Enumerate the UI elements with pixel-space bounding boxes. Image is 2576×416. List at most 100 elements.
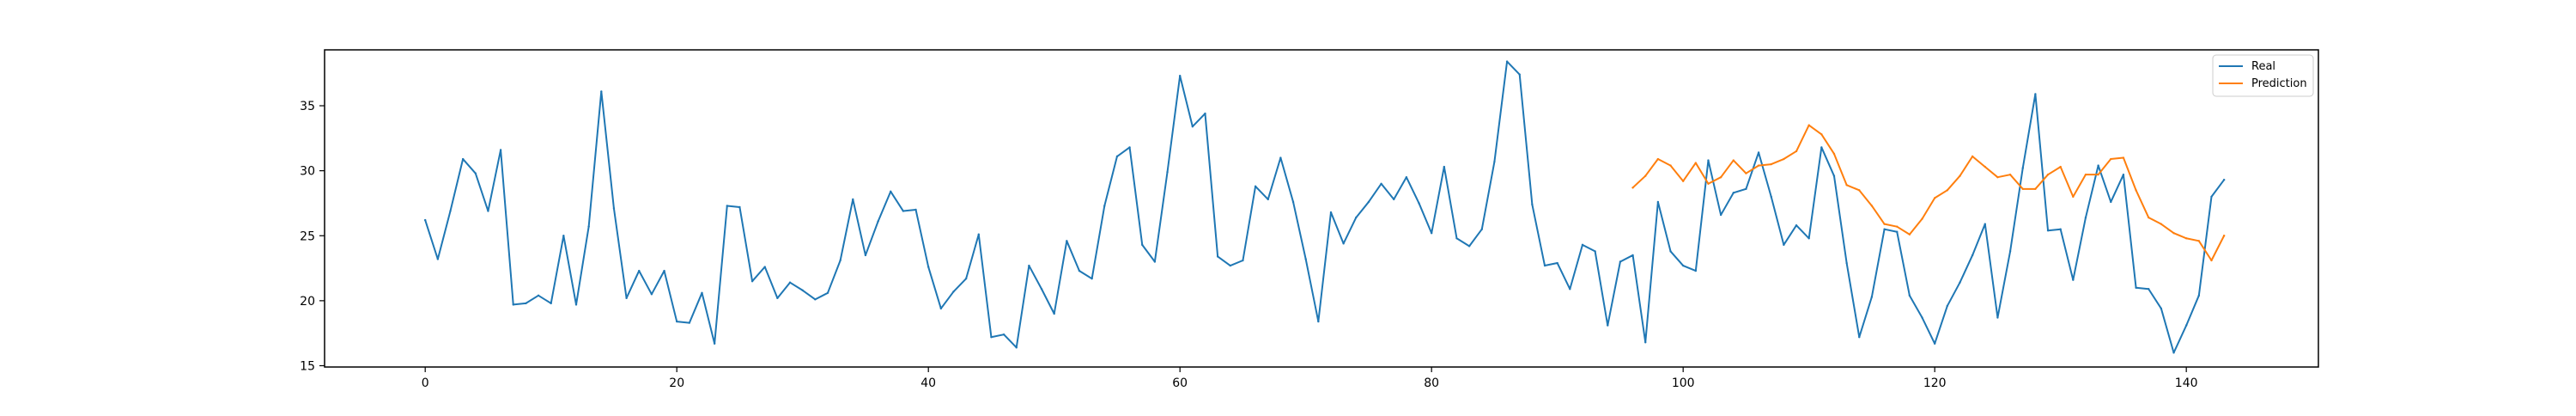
- data-point-real: [939, 307, 943, 310]
- data-point-prediction: [2135, 189, 2137, 192]
- y-tick-label: 20: [300, 295, 315, 309]
- data-point-real: [1405, 176, 1408, 179]
- data-point-real: [1418, 202, 1420, 205]
- data-point-real: [1581, 243, 1584, 247]
- data-point-real: [914, 208, 917, 211]
- data-point-real: [902, 210, 905, 212]
- data-point-real: [1342, 242, 1345, 245]
- data-point-real: [562, 235, 565, 237]
- data-point-real: [2059, 228, 2062, 230]
- data-point-real: [1103, 205, 1106, 207]
- data-point-real: [1959, 281, 1961, 284]
- data-point-real: [574, 303, 578, 306]
- data-point-real: [1832, 174, 1836, 177]
- data-point-real: [1355, 216, 1358, 219]
- data-point-prediction: [2072, 195, 2075, 199]
- data-point-prediction: [1694, 162, 1698, 164]
- data-point-prediction: [1631, 187, 1634, 189]
- data-point-real: [927, 266, 930, 268]
- data-point-real: [1493, 160, 1496, 163]
- data-point-prediction: [1783, 157, 1785, 161]
- data-point-real: [1204, 112, 1206, 115]
- data-point-prediction: [1845, 184, 1848, 187]
- data-point-real: [1291, 200, 1295, 204]
- data-point-real: [537, 294, 540, 297]
- x-tick-label: 20: [669, 376, 684, 390]
- data-point-real: [1393, 198, 1395, 201]
- data-point-prediction: [1832, 152, 1836, 156]
- x-tick-label: 60: [1172, 376, 1188, 390]
- data-point-real: [1053, 312, 1055, 315]
- data-point-real: [2122, 173, 2125, 176]
- data-point-real: [2184, 324, 2188, 327]
- data-point-real: [1707, 159, 1710, 162]
- data-point-real: [763, 266, 766, 268]
- data-point-real: [2021, 167, 2024, 169]
- data-point-real: [600, 90, 603, 93]
- data-point-real: [1279, 156, 1282, 159]
- data-point-real: [1745, 187, 1747, 191]
- data-point-real: [499, 149, 502, 151]
- data-point-real: [826, 291, 829, 294]
- data-point-real: [2072, 278, 2075, 281]
- data-point-real: [1216, 255, 1219, 258]
- data-point-real: [852, 198, 854, 201]
- data-point-real: [1946, 304, 1949, 308]
- data-point-real: [1858, 336, 1861, 339]
- data-point-prediction: [1896, 225, 1899, 228]
- data-point-prediction: [1795, 150, 1798, 153]
- data-point-real: [436, 258, 440, 260]
- data-point-prediction: [1996, 176, 1999, 179]
- series-layer: [423, 60, 2226, 354]
- data-point-real: [1908, 294, 1911, 297]
- data-point-real: [964, 277, 968, 280]
- data-point-real: [1732, 192, 1735, 194]
- data-point-real: [1656, 200, 1660, 204]
- legend-label-real: Real: [2251, 60, 2275, 73]
- data-point-real: [676, 320, 678, 323]
- data-point-real: [1543, 264, 1546, 267]
- data-point-real: [1317, 320, 1320, 323]
- data-point-real: [1631, 254, 1634, 257]
- y-tick-label: 30: [300, 165, 315, 179]
- data-point-real: [1191, 125, 1194, 128]
- data-point-real: [1607, 324, 1609, 327]
- data-point-real: [952, 291, 955, 293]
- data-point-real: [1531, 203, 1534, 206]
- data-point-real: [1430, 232, 1433, 235]
- y-tick-label: 25: [300, 229, 315, 243]
- data-point-prediction: [1644, 174, 1647, 177]
- data-point-real: [2197, 294, 2201, 297]
- data-point-real: [839, 259, 841, 262]
- data-point-real: [864, 254, 867, 257]
- data-point-real: [750, 279, 754, 283]
- data-point-prediction: [2084, 173, 2087, 176]
- legend: Real Prediction: [2212, 54, 2314, 97]
- data-point-real: [1229, 264, 1231, 267]
- series-line-real: [423, 60, 2226, 354]
- data-point-real: [1807, 237, 1810, 240]
- y-tick-label: 15: [300, 359, 315, 373]
- data-point-real: [612, 207, 616, 210]
- data-point-real: [788, 281, 792, 284]
- data-point-real: [1002, 333, 1005, 336]
- data-point-real: [1028, 264, 1030, 267]
- data-point-real: [1518, 73, 1521, 76]
- data-point-real: [1569, 288, 1571, 291]
- data-point-real: [1267, 198, 1269, 201]
- data-point-real: [1254, 185, 1257, 187]
- data-point-prediction: [1719, 176, 1722, 179]
- data-point-real: [1091, 277, 1093, 280]
- data-point-prediction: [2148, 216, 2150, 219]
- data-point-prediction: [2210, 259, 2213, 262]
- data-point-prediction: [1732, 159, 1735, 162]
- data-point-real: [1556, 261, 1558, 265]
- plot-frame: [324, 49, 2319, 368]
- data-point-prediction: [2097, 173, 2099, 176]
- data-point-real: [2034, 93, 2037, 95]
- data-point-prediction: [1858, 189, 1861, 192]
- data-point-real: [1619, 260, 1622, 263]
- data-point-real: [701, 291, 703, 294]
- x-tick-label: 80: [1424, 376, 1439, 390]
